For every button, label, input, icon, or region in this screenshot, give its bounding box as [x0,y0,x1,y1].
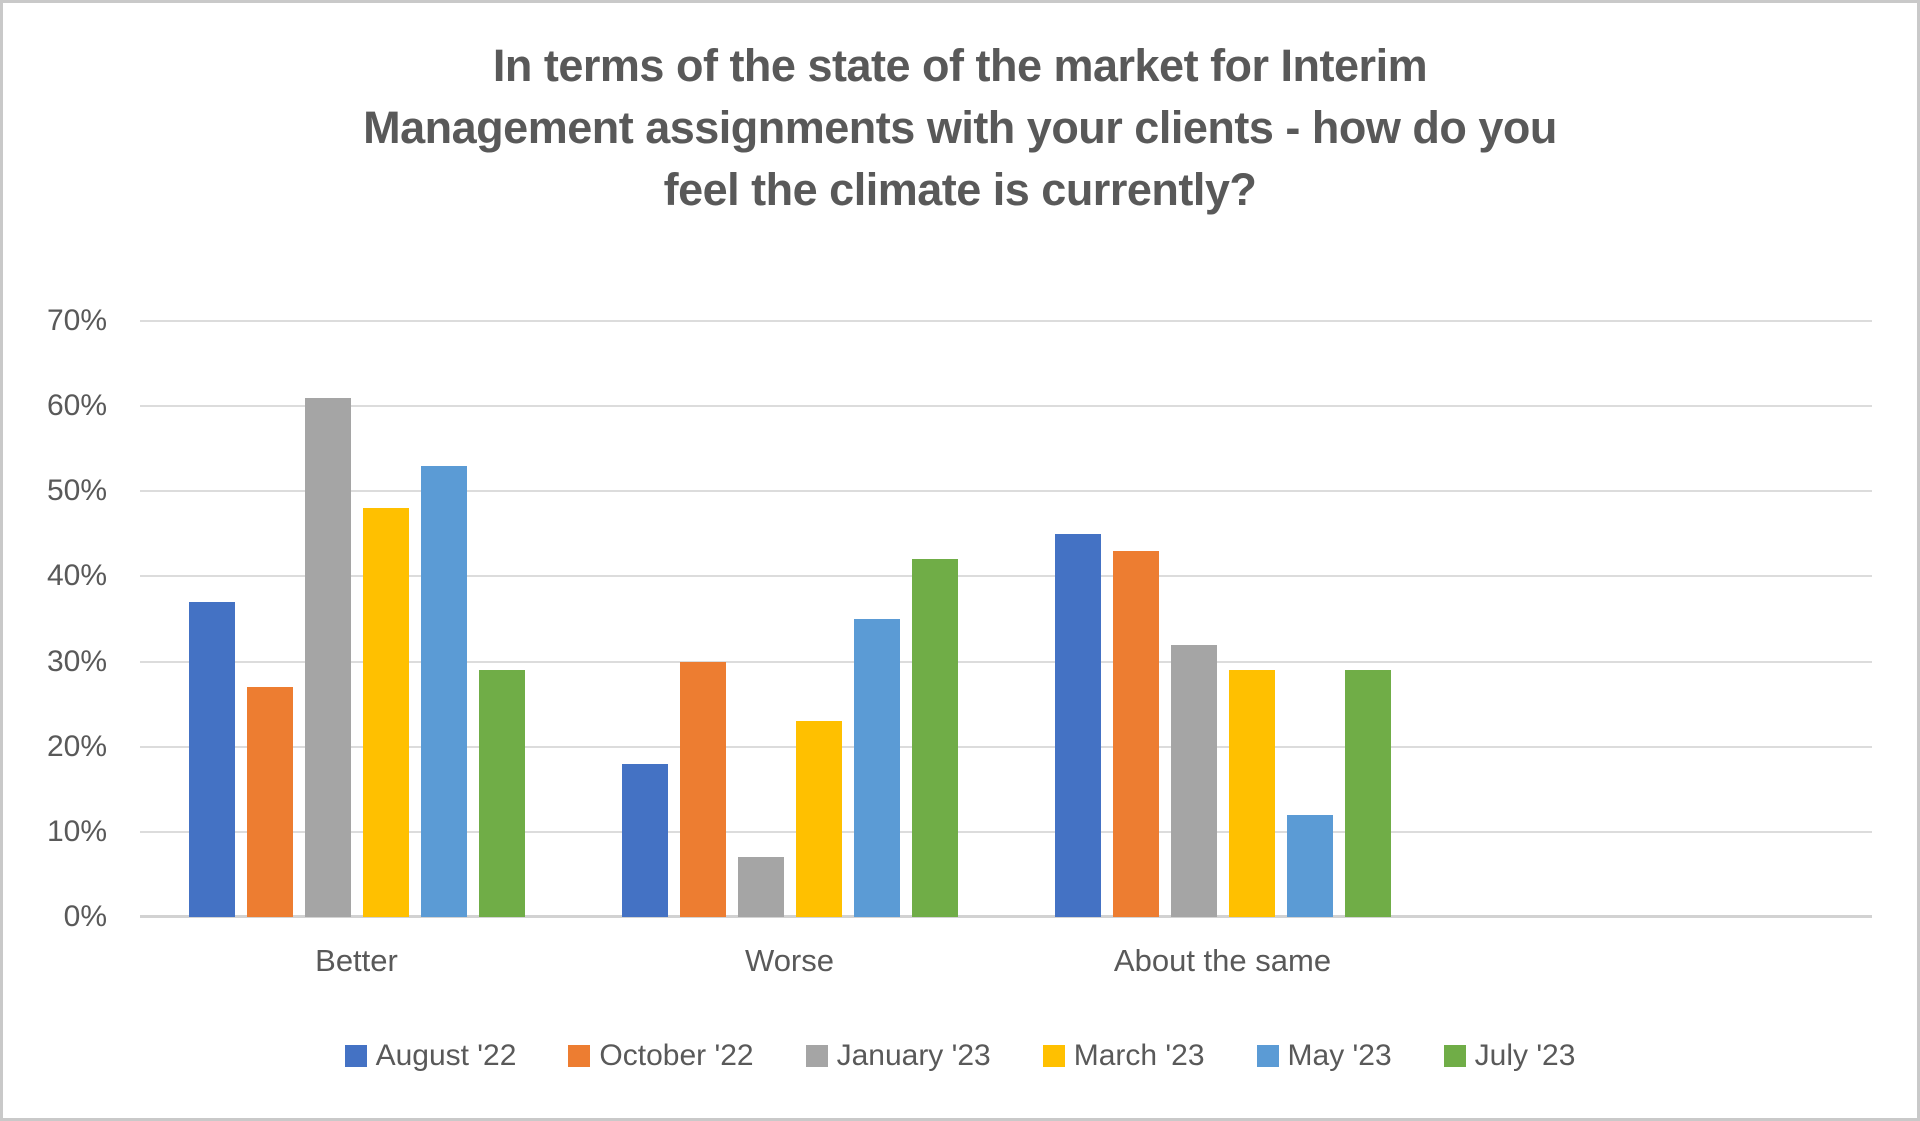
y-tick-label-10%: 10% [46,814,107,848]
legend-swatch-icon [805,1045,828,1067]
bar-better-October22 [246,687,293,917]
gridline-70 [140,320,1872,322]
legend-label: May '23 [1287,1039,1392,1072]
gridline-50 [140,490,1872,493]
chart-title-line-1: In terms of the state of the market for … [492,40,1428,91]
bar-worse-October22 [679,661,726,917]
bar-about-the-same-January23 [1170,644,1217,917]
y-tick-label-30%: 30% [46,644,107,678]
legend-item-July23: July '23 [1443,1039,1576,1073]
legend-swatch-icon [1256,1045,1279,1067]
bar-better-July23 [478,670,525,917]
legend-item-January23: January '23 [805,1039,991,1073]
plot-area [140,320,1872,918]
chart-title-line-3: feel the climate is currently? [663,164,1257,215]
y-tick-label-20%: 20% [46,729,107,763]
bar-worse-August22 [621,763,668,917]
gridline-30 [140,660,1872,663]
gridline-20 [140,745,1872,748]
gridline-10 [140,830,1872,833]
legend-label: July '23 [1474,1039,1576,1072]
legend-label: January '23 [836,1039,991,1072]
bar-better-January23 [304,397,351,917]
bar-about-the-same-May23 [1286,814,1333,917]
legend: August '22 October '22 January '23 March '2… [3,1039,1917,1073]
chart-title-line-2: Management assignments with your clients… [363,102,1557,153]
gridline-60 [140,405,1872,408]
legend-label: March '23 [1073,1039,1205,1072]
bar-about-the-same-August22 [1054,533,1101,917]
y-tick-label-70%: 70% [46,304,107,337]
legend-item-August22: August '22 [344,1039,517,1073]
x-category-label-better: Better [315,943,398,978]
legend-label: August '22 [375,1039,517,1072]
bar-worse-January23 [737,857,784,917]
bar-about-the-same-March23 [1228,670,1275,917]
x-axis-line [140,915,1872,918]
bar-worse-March23 [795,721,842,917]
bar-worse-May23 [853,619,900,917]
legend-label: October '22 [599,1039,754,1072]
legend-item-May23: May '23 [1256,1039,1392,1073]
y-tick-label-0%: 0% [63,900,107,933]
bar-about-the-same-July23 [1344,670,1391,917]
legend-swatch-icon [1443,1045,1466,1067]
bar-better-August22 [188,601,235,917]
y-tick-label-60%: 60% [46,389,107,423]
y-tick-label-40%: 40% [46,559,107,593]
bar-better-March23 [362,508,409,917]
bar-about-the-same-October22 [1112,550,1159,917]
legend-swatch-icon [568,1045,591,1067]
gridline-40 [140,575,1872,578]
chart-title: In terms of the state of the market for … [3,35,1917,221]
legend-swatch-icon [344,1045,367,1067]
legend-swatch-icon [1042,1045,1065,1067]
legend-item-March23: March '23 [1042,1039,1205,1073]
x-category-label-worse: Worse [744,943,835,978]
y-tick-label-50%: 50% [46,474,107,508]
bar-better-May23 [420,465,467,917]
x-category-label-about-the-same: About the same [1113,943,1332,978]
legend-item-October22: October '22 [568,1039,754,1073]
bar-worse-July23 [911,559,958,917]
